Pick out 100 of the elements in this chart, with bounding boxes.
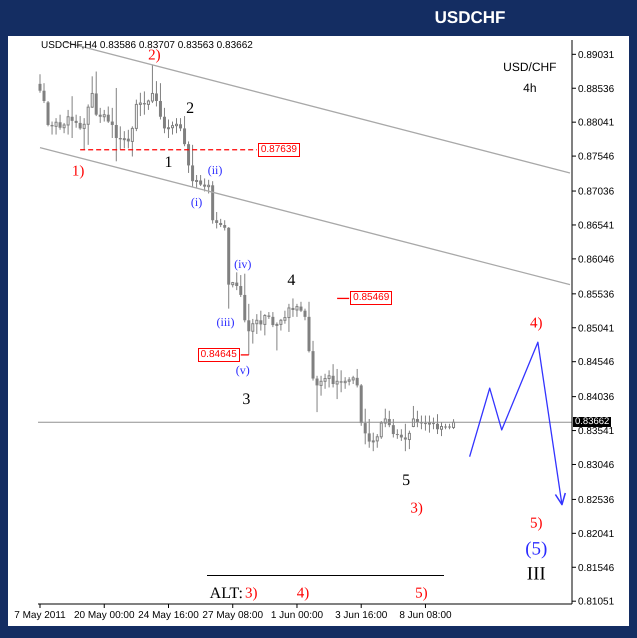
candlestick bbox=[150, 64, 154, 104]
candlestick bbox=[283, 310, 286, 324]
x-tick-label: 20 May 00:00 bbox=[74, 610, 135, 621]
data-label: 0.87639 bbox=[258, 142, 300, 157]
candlestick bbox=[50, 121, 54, 136]
annotation: (i) bbox=[190, 195, 202, 210]
candlestick bbox=[424, 415, 427, 432]
annotation: 4) bbox=[530, 315, 543, 332]
y-tick-label: 0.81051 bbox=[578, 596, 615, 608]
candlestick bbox=[336, 368, 339, 400]
x-tick-label: 1 Jun 00:00 bbox=[270, 610, 324, 621]
y-tick-label: 0.86541 bbox=[578, 220, 615, 232]
candlestick bbox=[58, 114, 62, 130]
candlestick bbox=[42, 82, 46, 104]
y-tick-label: 0.88536 bbox=[578, 84, 615, 95]
candlestick bbox=[126, 129, 130, 149]
annotation: (iv) bbox=[234, 257, 252, 272]
candlestick bbox=[183, 116, 186, 147]
candlestick bbox=[102, 109, 106, 122]
annotation: ALT: bbox=[210, 585, 243, 602]
candlestick bbox=[179, 118, 182, 132]
annotation: (ii) bbox=[208, 162, 222, 177]
y-tick-label: 0.85536 bbox=[578, 289, 615, 300]
annotation: 4h bbox=[523, 80, 537, 95]
candlestick bbox=[291, 298, 294, 318]
candlestick bbox=[364, 408, 367, 445]
candlestick bbox=[215, 212, 218, 229]
y-tick-label: 0.81546 bbox=[578, 562, 615, 574]
data-label: 0.85469 bbox=[350, 291, 392, 306]
candlestick bbox=[223, 220, 226, 232]
candlestick bbox=[320, 375, 323, 396]
data-label: 0.84645 bbox=[198, 348, 240, 362]
candlestick bbox=[175, 118, 178, 134]
candlestick bbox=[332, 364, 335, 388]
candlestick bbox=[203, 178, 206, 192]
annotation: III bbox=[526, 563, 546, 584]
annotation: 5) bbox=[415, 586, 428, 602]
y-tick-label: 0.84546 bbox=[578, 357, 615, 368]
candlestick bbox=[46, 100, 50, 127]
candlestick bbox=[118, 126, 122, 150]
annotation: 2 bbox=[186, 100, 194, 117]
candlestick bbox=[54, 118, 58, 136]
candlestick bbox=[251, 318, 254, 344]
ref-line-label: 0.83662 bbox=[573, 416, 612, 428]
y-tick-label: 0.86046 bbox=[578, 254, 615, 266]
candlestick bbox=[255, 314, 258, 334]
candlestick bbox=[287, 303, 290, 332]
candlestick bbox=[259, 310, 262, 332]
annotation: 1) bbox=[72, 164, 84, 180]
candlestick bbox=[187, 140, 190, 174]
candlestick bbox=[70, 96, 74, 138]
candlestick bbox=[166, 118, 170, 138]
candlestick bbox=[191, 144, 194, 188]
candlestick bbox=[38, 74, 42, 94]
candlestick bbox=[66, 109, 70, 136]
candlestick bbox=[162, 107, 166, 134]
x-tick-label: 24 May 16:00 bbox=[138, 610, 200, 621]
candlestick bbox=[404, 423, 407, 452]
candlestick bbox=[372, 432, 375, 452]
y-tick-label: 0.82536 bbox=[578, 494, 615, 506]
candlestick bbox=[247, 303, 250, 356]
candlestick bbox=[316, 375, 319, 413]
y-tick-label: 0.87036 bbox=[578, 186, 615, 198]
candlestick bbox=[408, 430, 411, 450]
candlestick bbox=[239, 274, 242, 298]
candlestick bbox=[94, 71, 98, 117]
x-tick-label: 3 Jun 16:00 bbox=[335, 610, 388, 621]
candlestick bbox=[142, 90, 146, 116]
annotation: (5) bbox=[525, 538, 548, 560]
annotation: 5) bbox=[530, 515, 543, 532]
annotation: 3) bbox=[244, 586, 258, 602]
candlestick bbox=[279, 318, 282, 332]
candlestick bbox=[440, 422, 444, 437]
y-tick-label: 0.84036 bbox=[578, 392, 615, 404]
candlestick bbox=[368, 418, 371, 448]
candlestick bbox=[396, 428, 399, 440]
annotation: (v) bbox=[236, 363, 250, 378]
y-tick-label: 0.83541 bbox=[578, 426, 615, 438]
candlestick bbox=[324, 373, 327, 390]
candlestick bbox=[392, 418, 395, 438]
candlestick bbox=[78, 116, 82, 130]
y-tick-label: 0.83046 bbox=[578, 460, 615, 472]
candlestick bbox=[114, 87, 118, 162]
candlestick bbox=[154, 80, 158, 107]
annotation: 4 bbox=[287, 272, 296, 289]
candlestick bbox=[380, 420, 383, 440]
candlestick bbox=[158, 82, 162, 120]
candlestick bbox=[106, 106, 110, 124]
candlestick bbox=[299, 301, 302, 313]
candlestick bbox=[303, 308, 306, 321]
x-tick-label: 27 May 08:00 bbox=[202, 610, 264, 621]
annotation: 5 bbox=[402, 472, 410, 489]
annotation: 3) bbox=[410, 500, 423, 516]
candlestick bbox=[356, 368, 359, 388]
y-tick-label: 0.85041 bbox=[578, 323, 615, 334]
x-tick-label: 8 Jun 08:00 bbox=[399, 610, 452, 621]
y-tick-label: 0.87546 bbox=[578, 152, 615, 163]
candlestick bbox=[436, 414, 439, 435]
candlestick bbox=[98, 107, 102, 124]
y-tick-label: 0.82041 bbox=[578, 528, 615, 540]
